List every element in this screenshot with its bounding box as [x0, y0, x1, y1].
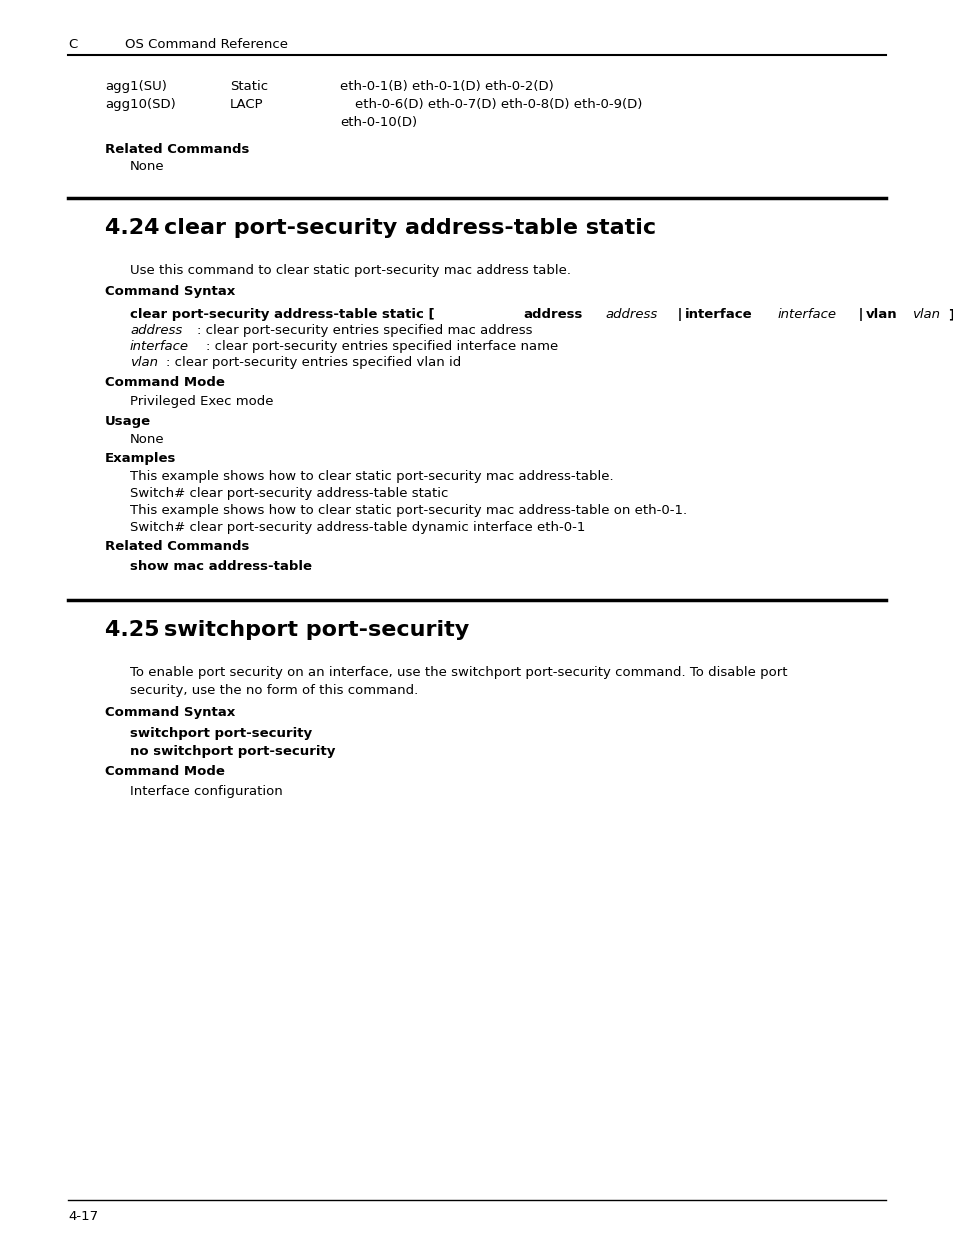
Text: LACP: LACP [230, 98, 263, 111]
Text: OS Command Reference: OS Command Reference [125, 38, 288, 51]
Text: eth-0-10(D): eth-0-10(D) [339, 116, 416, 128]
Text: Related Commands: Related Commands [105, 143, 249, 156]
Text: This example shows how to clear static port-security mac address-table.: This example shows how to clear static p… [130, 471, 613, 483]
Text: interface: interface [684, 308, 752, 321]
Text: Privileged Exec mode: Privileged Exec mode [130, 395, 274, 408]
Text: C: C [68, 38, 77, 51]
Text: agg1(SU): agg1(SU) [105, 80, 167, 93]
Text: no switchport port-security: no switchport port-security [130, 745, 335, 758]
Text: Command Syntax: Command Syntax [105, 706, 235, 719]
Text: security, use the no form of this command.: security, use the no form of this comman… [130, 684, 417, 697]
Text: interface: interface [777, 308, 836, 321]
Text: None: None [130, 161, 165, 173]
Text: Static: Static [230, 80, 268, 93]
Text: 4.25 switchport port-security: 4.25 switchport port-security [105, 620, 469, 640]
Text: To enable port security on an interface, use the switchport port-security comman: To enable port security on an interface,… [130, 666, 786, 679]
Text: switchport port-security: switchport port-security [130, 727, 312, 740]
Text: Command Syntax: Command Syntax [105, 285, 235, 298]
Text: 4-17: 4-17 [68, 1210, 98, 1223]
Text: vlan: vlan [865, 308, 897, 321]
Text: Command Mode: Command Mode [105, 764, 225, 778]
Text: |: | [672, 308, 681, 321]
Text: : clear port-security entries specified mac address: : clear port-security entries specified … [197, 324, 533, 337]
Text: |: | [853, 308, 862, 321]
Text: address: address [522, 308, 582, 321]
Text: 4.24 clear port-security address-table static: 4.24 clear port-security address-table s… [105, 219, 656, 238]
Text: Use this command to clear static port-security mac address table.: Use this command to clear static port-se… [130, 264, 571, 277]
Text: eth-0-6(D) eth-0-7(D) eth-0-8(D) eth-0-9(D): eth-0-6(D) eth-0-7(D) eth-0-8(D) eth-0-9… [355, 98, 641, 111]
Text: Command Mode: Command Mode [105, 375, 225, 389]
Text: show mac address-table: show mac address-table [130, 559, 312, 573]
Text: vlan: vlan [130, 356, 158, 369]
Text: Interface configuration: Interface configuration [130, 785, 282, 798]
Text: address: address [604, 308, 657, 321]
Text: ]: ] [947, 308, 953, 321]
Text: : clear port-security entries specified vlan id: : clear port-security entries specified … [166, 356, 461, 369]
Text: Related Commands: Related Commands [105, 540, 249, 553]
Text: : clear port-security entries specified interface name: : clear port-security entries specified … [206, 340, 558, 353]
Text: This example shows how to clear static port-security mac address-table on eth-0-: This example shows how to clear static p… [130, 504, 686, 517]
Text: agg10(SD): agg10(SD) [105, 98, 175, 111]
Text: interface: interface [130, 340, 189, 353]
Text: vlan: vlan [911, 308, 940, 321]
Text: None: None [130, 433, 165, 446]
Text: Switch# clear port-security address-table dynamic interface eth-0-1: Switch# clear port-security address-tabl… [130, 521, 585, 534]
Text: address: address [130, 324, 182, 337]
Text: Examples: Examples [105, 452, 176, 466]
Text: Switch# clear port-security address-table static: Switch# clear port-security address-tabl… [130, 487, 448, 500]
Text: Usage: Usage [105, 415, 151, 429]
Text: eth-0-1(B) eth-0-1(D) eth-0-2(D): eth-0-1(B) eth-0-1(D) eth-0-2(D) [339, 80, 553, 93]
Text: clear port-security address-table static [: clear port-security address-table static… [130, 308, 435, 321]
